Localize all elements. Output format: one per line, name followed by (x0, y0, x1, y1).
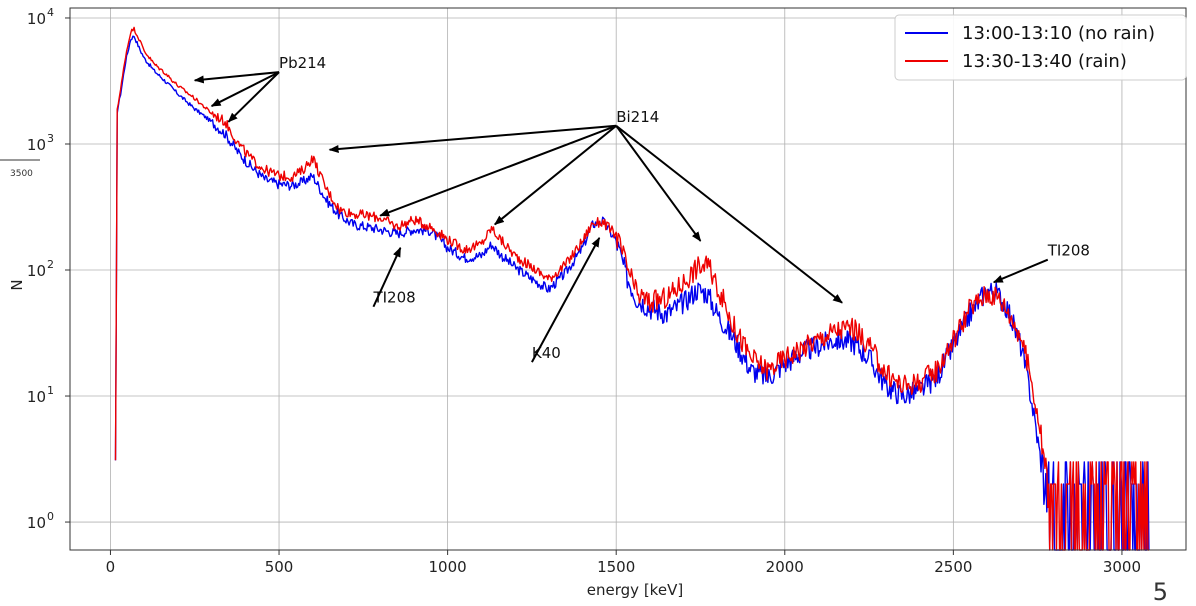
legend: 13:00-13:10 (no rain) 13:30-13:40 (rain) (894, 14, 1187, 81)
annotation-arrow (328, 124, 617, 153)
gridlines (70, 8, 1186, 550)
annotation-arrow (615, 125, 843, 304)
annotation-arrow (227, 71, 280, 123)
annotation-arrow (494, 125, 617, 226)
series-line-rain (114, 26, 1149, 551)
y-axis-label: N (8, 279, 26, 290)
y-tick-label: 10 (27, 136, 46, 154)
x-tick-label: 500 (265, 558, 294, 576)
y-tick-exponent: 4 (47, 6, 54, 19)
x-tick-label: 1000 (429, 558, 467, 576)
y-tick-label: 10 (27, 262, 46, 280)
series-line-no-rain (114, 35, 1150, 551)
legend-label-no-rain: 13:00-13:10 (no rain) (962, 23, 1155, 44)
y-tick-exponent: 0 (47, 510, 54, 523)
x-tick-label: 3000 (1103, 558, 1141, 576)
y-tick-exponent: 1 (47, 384, 54, 397)
y-tick-exponent: 3 (47, 132, 54, 145)
y-tick-label: 10 (27, 388, 46, 406)
x-tick-label: 2500 (934, 558, 972, 576)
legend-box (894, 14, 1187, 81)
annotation-arrow (193, 71, 280, 84)
x-tick-label: 1500 (597, 558, 635, 576)
annotation-bi214: Bi214 (616, 108, 659, 126)
y-tick-label: 10 (27, 514, 46, 532)
annotation-arrow (372, 246, 402, 308)
legend-label-rain: 13:30-13:40 (rain) (962, 51, 1127, 72)
x-axis: 0 500 1000 1500 2000 2500 3000 (106, 550, 1141, 576)
annotation-arrow (379, 124, 617, 217)
y-tick-exponent: 2 (47, 258, 54, 271)
y-tick-label: 10 (27, 10, 46, 28)
annotation-arrow (531, 236, 601, 363)
x-tick-label: 0 (106, 558, 116, 576)
plot-frame (69, 7, 1187, 551)
series-layer (114, 26, 1150, 551)
x-tick-label: 2000 (766, 558, 804, 576)
annotation-tl208-low: TI208 (372, 289, 415, 307)
annotation-arrow (992, 258, 1049, 284)
corner-label: 3500 (10, 169, 33, 179)
annotation-pb214: Pb214 (279, 54, 326, 72)
annotation-tl208-high: TI208 (1047, 242, 1090, 260)
page-number: 5 (1152, 578, 1168, 606)
annotation-arrow (210, 71, 280, 107)
x-axis-label: energy [keV] (587, 581, 683, 599)
annotation-arrow (615, 125, 702, 242)
